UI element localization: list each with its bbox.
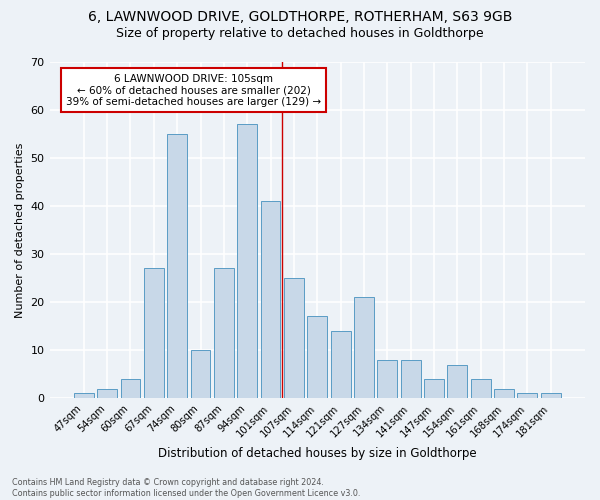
Bar bbox=[448, 364, 467, 398]
Bar bbox=[471, 379, 491, 398]
Bar bbox=[121, 379, 140, 398]
Bar bbox=[238, 124, 257, 398]
Bar bbox=[214, 268, 234, 398]
Bar bbox=[424, 379, 444, 398]
Bar bbox=[74, 394, 94, 398]
Bar bbox=[284, 278, 304, 398]
X-axis label: Distribution of detached houses by size in Goldthorpe: Distribution of detached houses by size … bbox=[158, 447, 476, 460]
Bar bbox=[260, 201, 280, 398]
Text: Contains HM Land Registry data © Crown copyright and database right 2024.
Contai: Contains HM Land Registry data © Crown c… bbox=[12, 478, 361, 498]
Bar bbox=[307, 316, 327, 398]
Bar bbox=[541, 394, 560, 398]
Text: 6 LAWNWOOD DRIVE: 105sqm
← 60% of detached houses are smaller (202)
39% of semi-: 6 LAWNWOOD DRIVE: 105sqm ← 60% of detach… bbox=[66, 74, 321, 106]
Text: 6, LAWNWOOD DRIVE, GOLDTHORPE, ROTHERHAM, S63 9GB: 6, LAWNWOOD DRIVE, GOLDTHORPE, ROTHERHAM… bbox=[88, 10, 512, 24]
Bar bbox=[191, 350, 211, 398]
Bar bbox=[401, 360, 421, 398]
Bar bbox=[167, 134, 187, 398]
Y-axis label: Number of detached properties: Number of detached properties bbox=[15, 142, 25, 318]
Text: Size of property relative to detached houses in Goldthorpe: Size of property relative to detached ho… bbox=[116, 28, 484, 40]
Bar bbox=[97, 388, 117, 398]
Bar bbox=[517, 394, 538, 398]
Bar bbox=[354, 297, 374, 398]
Bar bbox=[494, 388, 514, 398]
Bar bbox=[144, 268, 164, 398]
Bar bbox=[331, 331, 350, 398]
Bar bbox=[377, 360, 397, 398]
